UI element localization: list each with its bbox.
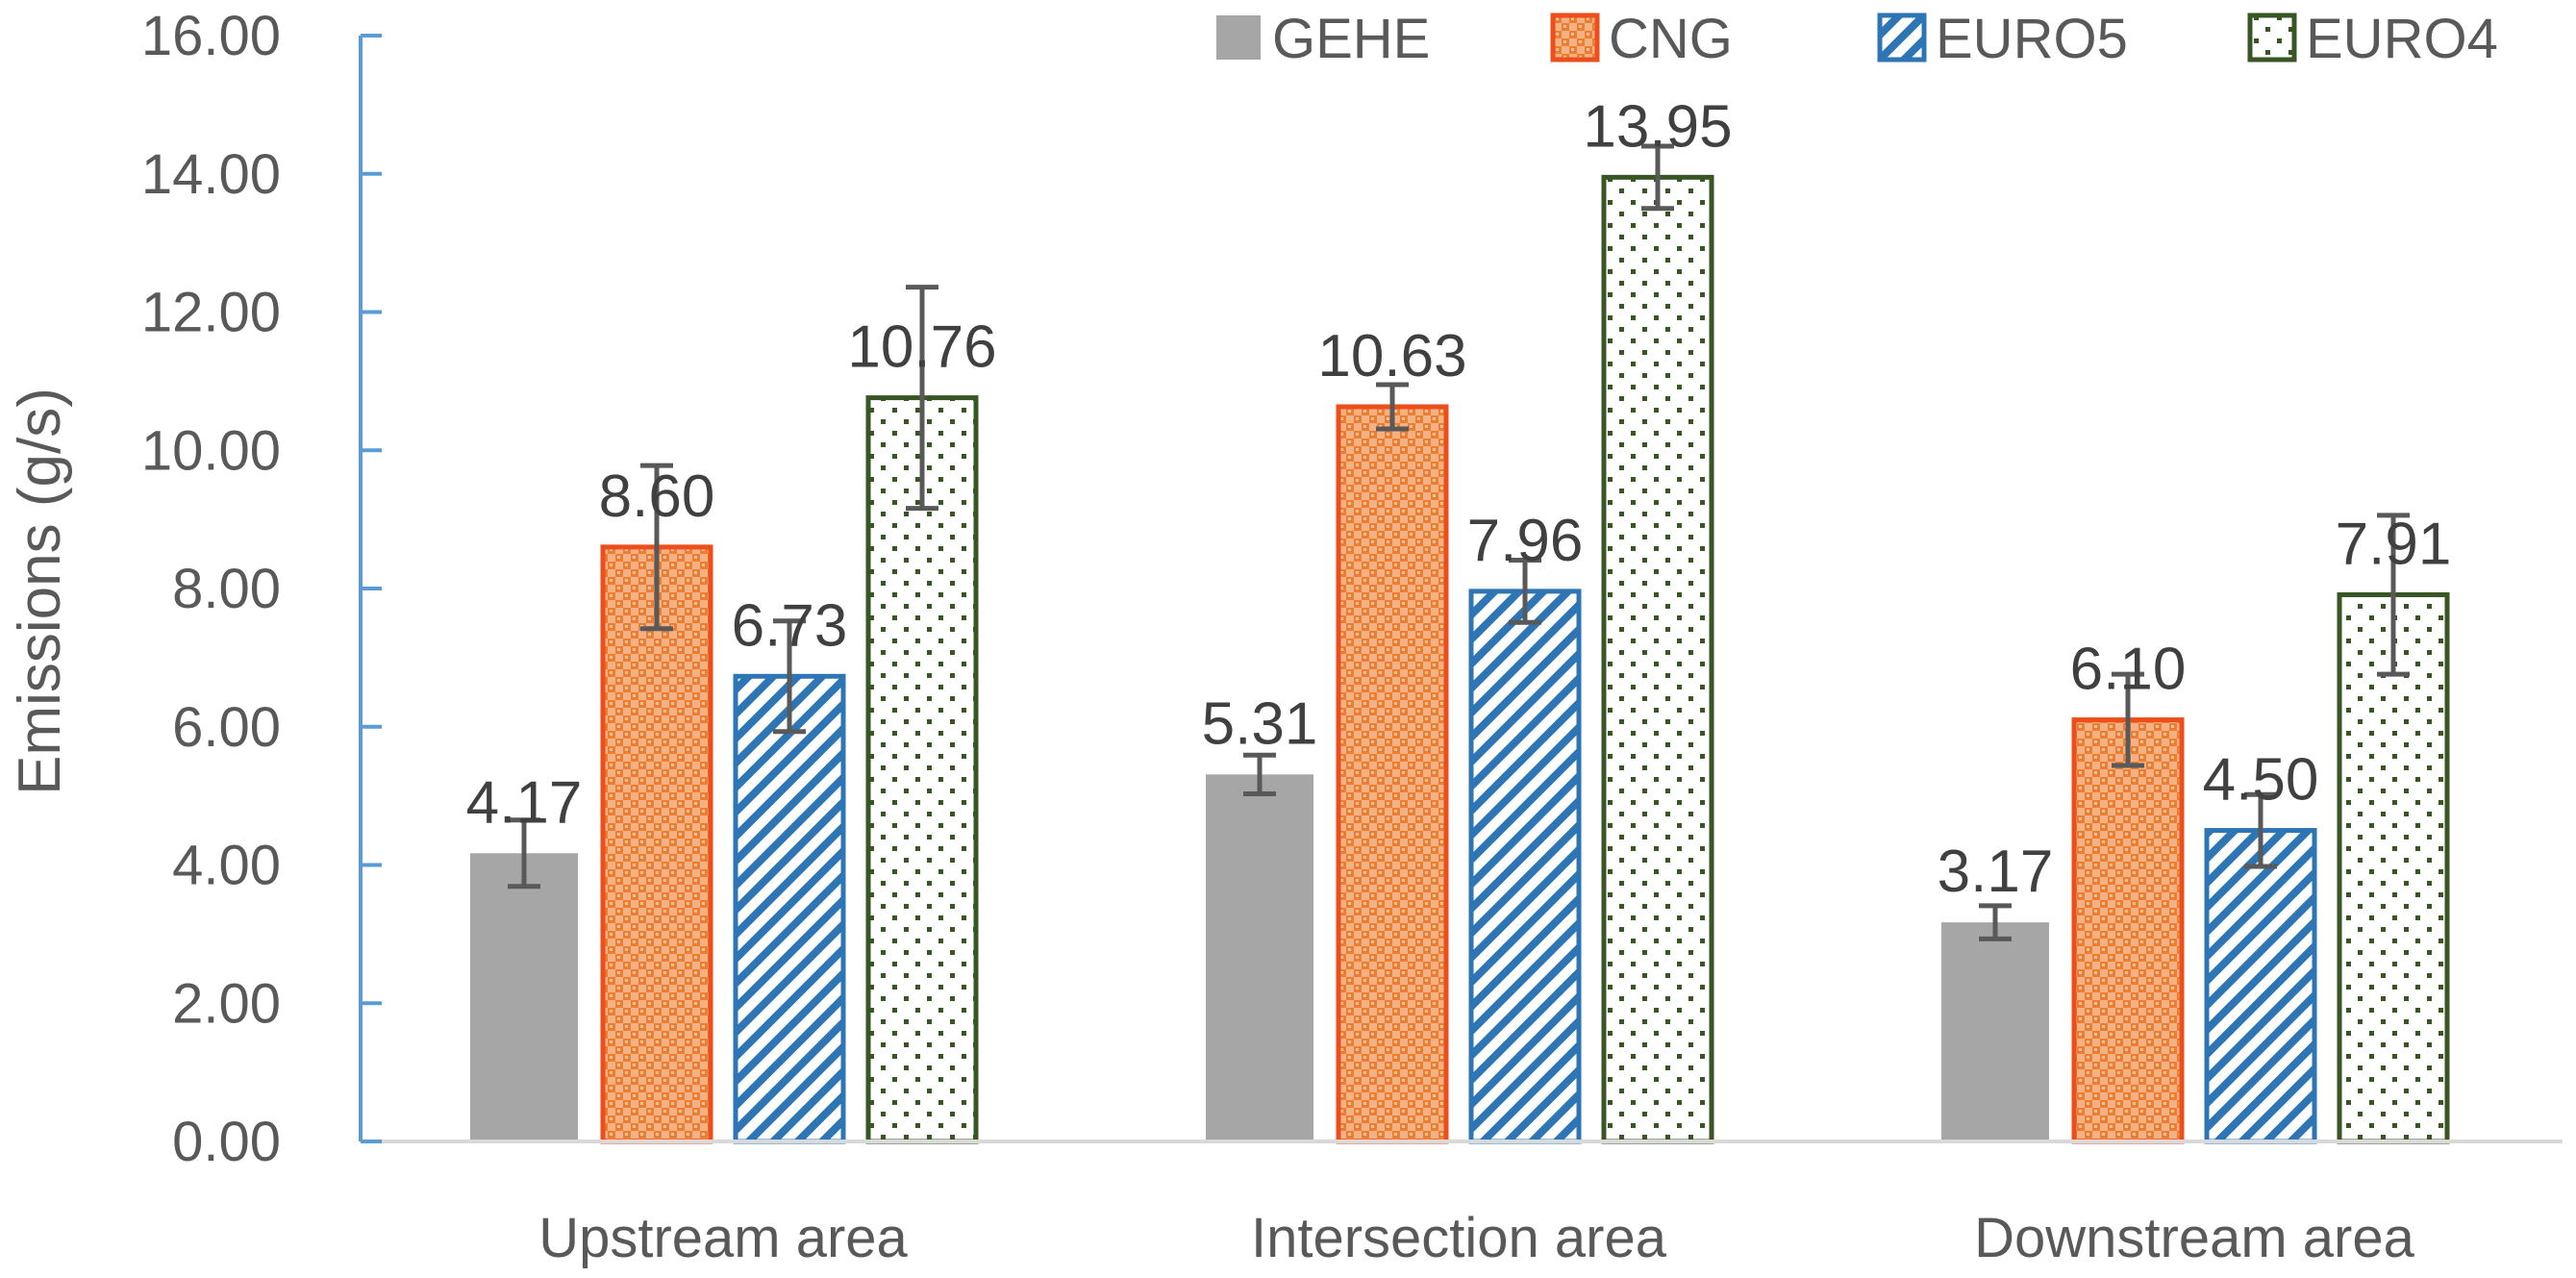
legend-label-cng: CNG <box>1609 8 1733 70</box>
data-label-gehe-2: 5.31 <box>1202 690 1318 757</box>
bar-euro5-1 <box>733 673 846 1144</box>
data-label-euro5-2: 7.96 <box>1467 508 1584 574</box>
bar-gehe-3 <box>1941 922 2049 1141</box>
data-label-cng-1: 8.60 <box>599 464 715 530</box>
y-tick-label: 0.00 <box>172 1111 281 1173</box>
x-category-label: Intersection area <box>1251 1207 1667 1269</box>
bar-euro5-2 <box>1468 589 1582 1144</box>
legend-label-euro4: EURO4 <box>2306 8 2498 70</box>
bar-euro4-3 <box>2337 591 2450 1144</box>
y-tick-label: 16.00 <box>141 5 281 67</box>
legend-swatch-euro5 <box>1877 13 1927 63</box>
data-label-euro4-3: 7.91 <box>2336 511 2452 577</box>
y-tick-label: 8.00 <box>172 558 281 620</box>
bar-gehe-1 <box>470 853 578 1141</box>
x-category-label: Downstream area <box>1974 1207 2414 1269</box>
legend-label-euro5: EURO5 <box>1936 8 2128 70</box>
bars <box>470 174 2450 1144</box>
legend-swatch-euro4 <box>2247 13 2297 63</box>
legend-swatch-cng <box>1550 13 1600 63</box>
data-label-euro5-3: 4.50 <box>2203 747 2319 814</box>
error-bars <box>508 143 2410 941</box>
data-label-euro4-1: 10.76 <box>847 314 996 381</box>
y-tick-label: 14.00 <box>141 143 281 206</box>
y-tick-label: 4.00 <box>172 835 281 897</box>
axes: 0.00 2.00 4.00 6.00 8.00 10.00 12.00 14.00 16.00… <box>141 5 2563 1269</box>
bar-euro5-3 <box>2204 828 2317 1144</box>
data-label-euro5-1: 6.73 <box>732 592 848 659</box>
y-tick-label: 10.00 <box>141 419 281 482</box>
y-tick-label: 12.00 <box>141 282 281 344</box>
bar-cng-3 <box>2071 717 2185 1144</box>
data-label-cng-3: 6.10 <box>2070 637 2187 703</box>
bar-cng-1 <box>600 544 713 1144</box>
y-tick-label: 2.00 <box>172 972 281 1035</box>
y-tick-label: 6.00 <box>172 696 281 759</box>
legend-swatch-gehe <box>1216 15 1261 60</box>
legend: GEHE CNG EURO5 EURO4 <box>1216 8 2498 70</box>
y-axis-title: Emissions (g/s) <box>7 388 73 795</box>
bar-euro4-2 <box>1601 174 1714 1144</box>
bar-cng-2 <box>1336 404 1449 1144</box>
data-label-euro4-2: 13.95 <box>1583 93 1732 160</box>
data-label-gehe-3: 3.17 <box>1938 839 2054 905</box>
bar-gehe-2 <box>1206 774 1313 1141</box>
legend-label-gehe: GEHE <box>1272 8 1430 70</box>
data-label-gehe-1: 4.17 <box>466 769 583 836</box>
data-labels: 4.17 5.31 3.17 8.60 10.63 6.10 6.73 7.96 4.50 10.… <box>466 93 2452 905</box>
x-category-label: Upstream area <box>538 1207 908 1269</box>
data-label-cng-2: 10.63 <box>1317 323 1466 389</box>
